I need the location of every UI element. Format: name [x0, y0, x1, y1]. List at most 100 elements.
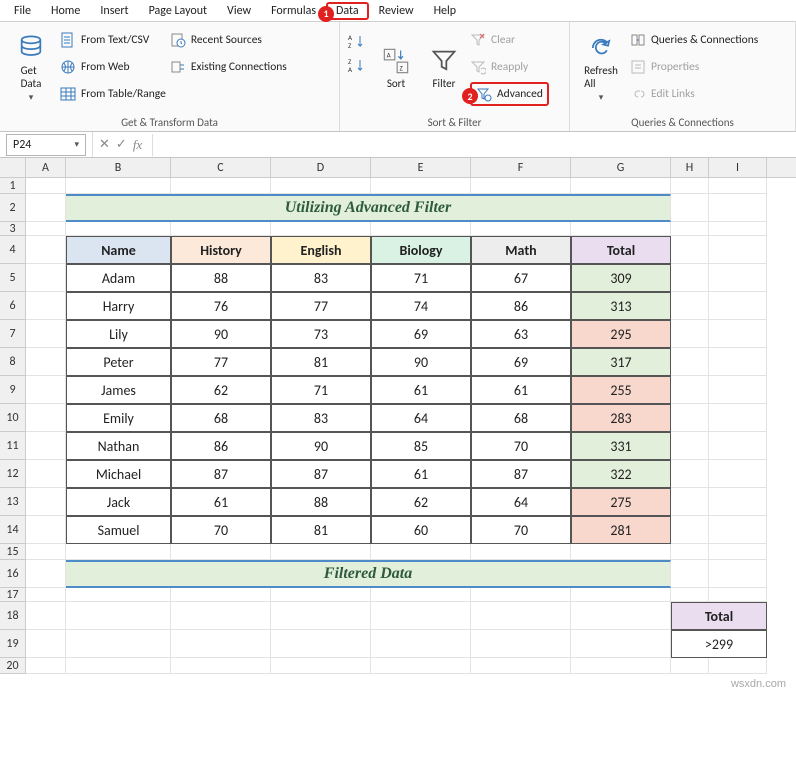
cell[interactable] [26, 404, 66, 432]
cell[interactable] [671, 236, 709, 264]
cell[interactable] [471, 602, 571, 630]
cell[interactable]: 77 [271, 292, 371, 320]
cell[interactable]: 71 [271, 376, 371, 404]
cell[interactable] [371, 602, 471, 630]
cell[interactable]: 60 [371, 516, 471, 544]
advanced-filter-button[interactable]: 2 Advanced [470, 82, 549, 106]
row-header[interactable]: 6 [0, 292, 26, 320]
cell[interactable]: 331 [571, 432, 671, 460]
cell[interactable] [571, 588, 671, 602]
sort-button[interactable]: AZ Sort [374, 26, 418, 110]
cell[interactable] [26, 178, 66, 194]
cell[interactable] [709, 460, 767, 488]
cell[interactable] [66, 658, 171, 674]
cell[interactable] [671, 376, 709, 404]
cell[interactable] [26, 348, 66, 376]
column-header[interactable]: A [26, 158, 66, 177]
cell[interactable] [26, 658, 66, 674]
cell[interactable]: 322 [571, 460, 671, 488]
column-header[interactable]: E [371, 158, 471, 177]
cell[interactable]: 61 [471, 376, 571, 404]
cell[interactable]: Harry [66, 292, 171, 320]
row-header[interactable]: 12 [0, 460, 26, 488]
cell[interactable] [171, 588, 271, 602]
row-header[interactable]: 18 [0, 602, 26, 630]
cell[interactable]: 67 [471, 264, 571, 292]
row-header[interactable]: 8 [0, 348, 26, 376]
from-text-csv-button[interactable]: From Text/CSV [60, 28, 166, 52]
cell[interactable] [571, 658, 671, 674]
menu-formulas[interactable]: Formulas [261, 2, 326, 20]
row-header[interactable]: 16 [0, 560, 26, 588]
menu-home[interactable]: Home [41, 2, 90, 20]
cell[interactable] [709, 264, 767, 292]
cell[interactable] [26, 292, 66, 320]
refresh-all-button[interactable]: RefreshAll ▾ [576, 26, 626, 110]
cell[interactable] [271, 222, 371, 236]
cell[interactable] [471, 178, 571, 194]
cell[interactable] [709, 292, 767, 320]
cell[interactable]: 69 [471, 348, 571, 376]
cell[interactable] [671, 544, 709, 560]
row-header[interactable]: 15 [0, 544, 26, 560]
cell[interactable]: 255 [571, 376, 671, 404]
cell[interactable] [26, 544, 66, 560]
cell[interactable]: 87 [171, 460, 271, 488]
cell[interactable] [671, 178, 709, 194]
row-header[interactable]: 20 [0, 658, 26, 674]
row-header[interactable]: 2 [0, 194, 26, 222]
cell[interactable]: 64 [371, 404, 471, 432]
cell[interactable]: 87 [271, 460, 371, 488]
queries-connections-button[interactable]: Queries & Connections [630, 28, 758, 52]
cell[interactable] [26, 460, 66, 488]
row-header[interactable]: 1 [0, 178, 26, 194]
cell[interactable] [271, 658, 371, 674]
cell[interactable] [571, 222, 671, 236]
cell[interactable]: James [66, 376, 171, 404]
cell[interactable] [26, 236, 66, 264]
cell[interactable] [26, 588, 66, 602]
cell[interactable]: 61 [171, 488, 271, 516]
cell[interactable] [709, 376, 767, 404]
cell[interactable] [271, 630, 371, 658]
cell[interactable]: Total [671, 602, 767, 630]
cell[interactable] [26, 488, 66, 516]
cell[interactable]: 64 [471, 488, 571, 516]
row-header[interactable]: 5 [0, 264, 26, 292]
cell[interactable]: 295 [571, 320, 671, 348]
cell[interactable]: 281 [571, 516, 671, 544]
column-header[interactable]: B [66, 158, 171, 177]
cell[interactable] [471, 630, 571, 658]
get-data-button[interactable]: GetData ▾ [6, 26, 56, 110]
cell[interactable] [26, 560, 66, 588]
cell[interactable]: 283 [571, 404, 671, 432]
row-header[interactable]: 3 [0, 222, 26, 236]
cell[interactable]: 77 [171, 348, 271, 376]
cell[interactable] [171, 602, 271, 630]
column-header[interactable]: H [671, 158, 709, 177]
cell[interactable] [371, 630, 471, 658]
cell[interactable] [171, 658, 271, 674]
cell[interactable] [671, 320, 709, 348]
cell[interactable] [26, 194, 66, 222]
cell[interactable] [709, 236, 767, 264]
cell[interactable]: Jack [66, 488, 171, 516]
edit-links-button[interactable]: Edit Links [630, 82, 758, 106]
cell[interactable]: Michael [66, 460, 171, 488]
row-header[interactable]: 4 [0, 236, 26, 264]
cell[interactable]: 62 [371, 488, 471, 516]
cell[interactable]: Biology [371, 236, 471, 264]
cell[interactable] [171, 178, 271, 194]
cell[interactable] [671, 432, 709, 460]
cell[interactable]: History [171, 236, 271, 264]
cell[interactable] [709, 544, 767, 560]
existing-connections-button[interactable]: Existing Connections [170, 55, 287, 79]
from-table-range-button[interactable]: From Table/Range [60, 82, 166, 106]
cell[interactable] [709, 178, 767, 194]
column-header[interactable]: G [571, 158, 671, 177]
cell[interactable] [271, 544, 371, 560]
cell[interactable]: Total [571, 236, 671, 264]
cell[interactable] [671, 588, 709, 602]
cell[interactable]: 90 [171, 320, 271, 348]
cell[interactable] [271, 602, 371, 630]
